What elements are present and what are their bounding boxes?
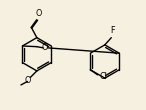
Text: F: F: [110, 27, 114, 36]
Text: O: O: [42, 43, 48, 52]
Text: O: O: [25, 76, 31, 85]
Text: Cl: Cl: [100, 72, 108, 81]
Text: O: O: [35, 9, 42, 18]
